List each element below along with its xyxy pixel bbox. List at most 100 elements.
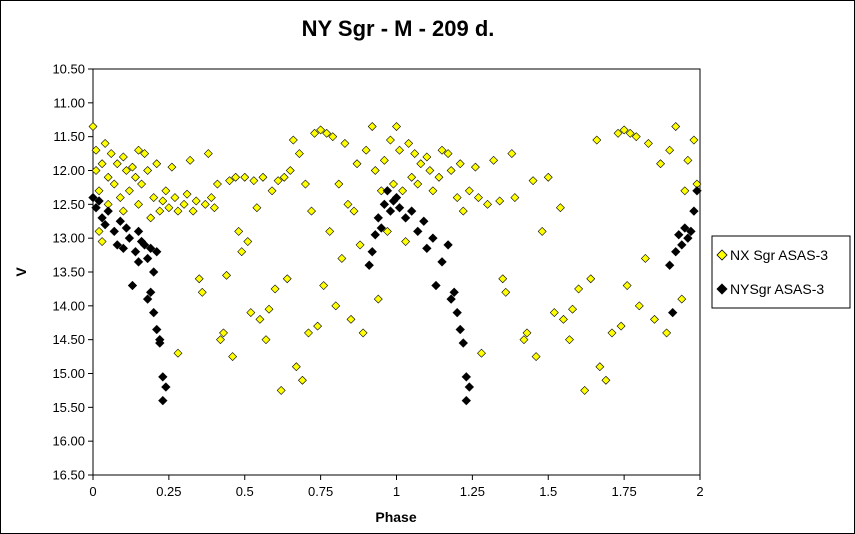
point-ny-sgr <box>385 206 396 216</box>
x-tick-label: 2 <box>696 484 703 499</box>
point-nx-sgr <box>191 196 201 206</box>
point-nx-sgr <box>334 179 344 189</box>
x-tick-label: 0.75 <box>308 484 333 499</box>
point-nx-sgr <box>625 128 635 138</box>
point-nx-sgr <box>206 193 216 202</box>
y-tick-label: 10.50 <box>52 62 85 77</box>
point-ny-sgr <box>461 395 472 406</box>
point-nx-sgr <box>501 287 511 297</box>
point-nx-sgr <box>683 155 693 165</box>
point-nx-sgr <box>307 206 316 216</box>
point-nx-sgr <box>243 237 253 246</box>
point-ny-sgr <box>94 196 104 206</box>
point-nx-sgr <box>128 162 137 172</box>
point-ny-sgr <box>97 213 107 223</box>
x-tick-label: 1.5 <box>539 484 557 499</box>
point-nx-sgr <box>173 348 183 358</box>
point-nx-sgr <box>495 196 505 206</box>
point-nx-sgr <box>270 284 280 294</box>
y-tick-label: 13.00 <box>52 231 85 246</box>
point-nx-sgr <box>316 125 326 135</box>
point-nx-sgr <box>565 335 574 345</box>
point-nx-sgr <box>586 274 596 284</box>
point-nx-sgr <box>322 128 332 138</box>
point-ny-sgr <box>145 287 156 298</box>
point-ny-sgr <box>109 226 119 237</box>
point-nx-sgr <box>106 149 116 159</box>
point-nx-sgr <box>185 155 195 165</box>
point-nx-sgr <box>489 155 499 165</box>
point-nx-sgr <box>325 226 335 236</box>
point-ny-sgr <box>91 203 101 213</box>
point-nx-sgr <box>677 294 687 304</box>
point-ny-sgr <box>379 199 390 210</box>
point-ny-sgr <box>145 243 156 254</box>
x-tick-label: 0.25 <box>156 484 181 499</box>
point-nx-sgr <box>373 294 383 304</box>
point-ny-sgr <box>677 240 687 250</box>
point-ny-sgr <box>464 382 475 392</box>
point-ny-sgr <box>367 246 377 257</box>
point-nx-sgr <box>671 122 681 131</box>
point-nx-sgr <box>528 176 538 186</box>
point-nx-sgr <box>537 226 547 236</box>
point-ny-sgr <box>139 240 150 250</box>
y-axis: 10.50 11.00 11.50 12.00 12.50 13.00 13.50 14.00… <box>52 62 93 483</box>
point-nx-sgr <box>155 206 165 216</box>
point-nx-sgr <box>543 172 553 182</box>
point-nx-sgr <box>203 149 213 159</box>
point-nx-sgr <box>640 254 650 263</box>
point-nx-sgr <box>455 159 465 169</box>
point-ny-sgr <box>428 233 438 243</box>
point-nx-sgr <box>213 179 222 189</box>
point-ny-sgr <box>158 372 168 382</box>
point-nx-sgr <box>559 314 568 324</box>
point-ny-sgr <box>449 287 459 298</box>
point-nx-sgr <box>197 287 207 297</box>
point-nx-sgr <box>240 172 250 182</box>
point-ny-sgr <box>142 294 153 304</box>
point-nx-sgr <box>483 199 492 209</box>
point-nx-sgr <box>170 193 180 202</box>
point-nx-sgr <box>650 314 659 324</box>
legend-box <box>711 235 851 309</box>
point-nx-sgr <box>161 186 171 196</box>
point-nx-sgr <box>328 132 338 142</box>
point-nx-sgr <box>389 179 398 189</box>
point-nx-sgr <box>246 308 256 318</box>
point-ny-sgr <box>689 206 699 216</box>
point-ny-sgr <box>148 267 159 277</box>
point-nx-sgr <box>452 193 462 202</box>
point-ny-sgr <box>422 243 432 254</box>
point-nx-sgr <box>434 172 444 182</box>
point-nx-sgr <box>355 240 365 250</box>
y-tick-label: 12.00 <box>52 163 85 178</box>
point-ny-sgr <box>431 280 441 291</box>
point-ny-sgr <box>152 246 162 257</box>
point-nx-sgr <box>152 159 162 169</box>
point-nx-sgr <box>592 135 602 145</box>
point-nx-sgr <box>109 179 119 189</box>
point-ny-sgr <box>692 186 702 196</box>
point-ny-sgr <box>674 230 684 240</box>
point-ny-sgr <box>686 226 696 237</box>
x-axis: 0 0.25 0.5 0.75 1 1.25 1.5 1.75 2 <box>89 475 704 499</box>
point-nx-sgr <box>143 166 153 175</box>
y-tick-label: 14.00 <box>52 298 85 313</box>
point-nx-sgr <box>446 166 456 175</box>
point-nx-sgr <box>258 172 268 182</box>
point-nx-sgr <box>112 159 122 169</box>
point-nx-sgr <box>370 166 380 175</box>
point-nx-sgr <box>134 199 143 209</box>
x-tick-label: 1 <box>393 484 400 499</box>
point-nx-sgr <box>225 176 234 186</box>
point-nx-sgr <box>94 226 104 236</box>
y-tick-label: 14.50 <box>52 332 85 347</box>
point-nx-sgr <box>416 159 426 169</box>
point-nx-sgr <box>470 162 480 172</box>
point-nx-sgr <box>522 328 532 338</box>
point-nx-sgr <box>97 159 107 169</box>
point-ny-sgr <box>382 186 393 196</box>
point-nx-sgr <box>398 186 407 196</box>
point-nx-sgr <box>319 281 329 290</box>
